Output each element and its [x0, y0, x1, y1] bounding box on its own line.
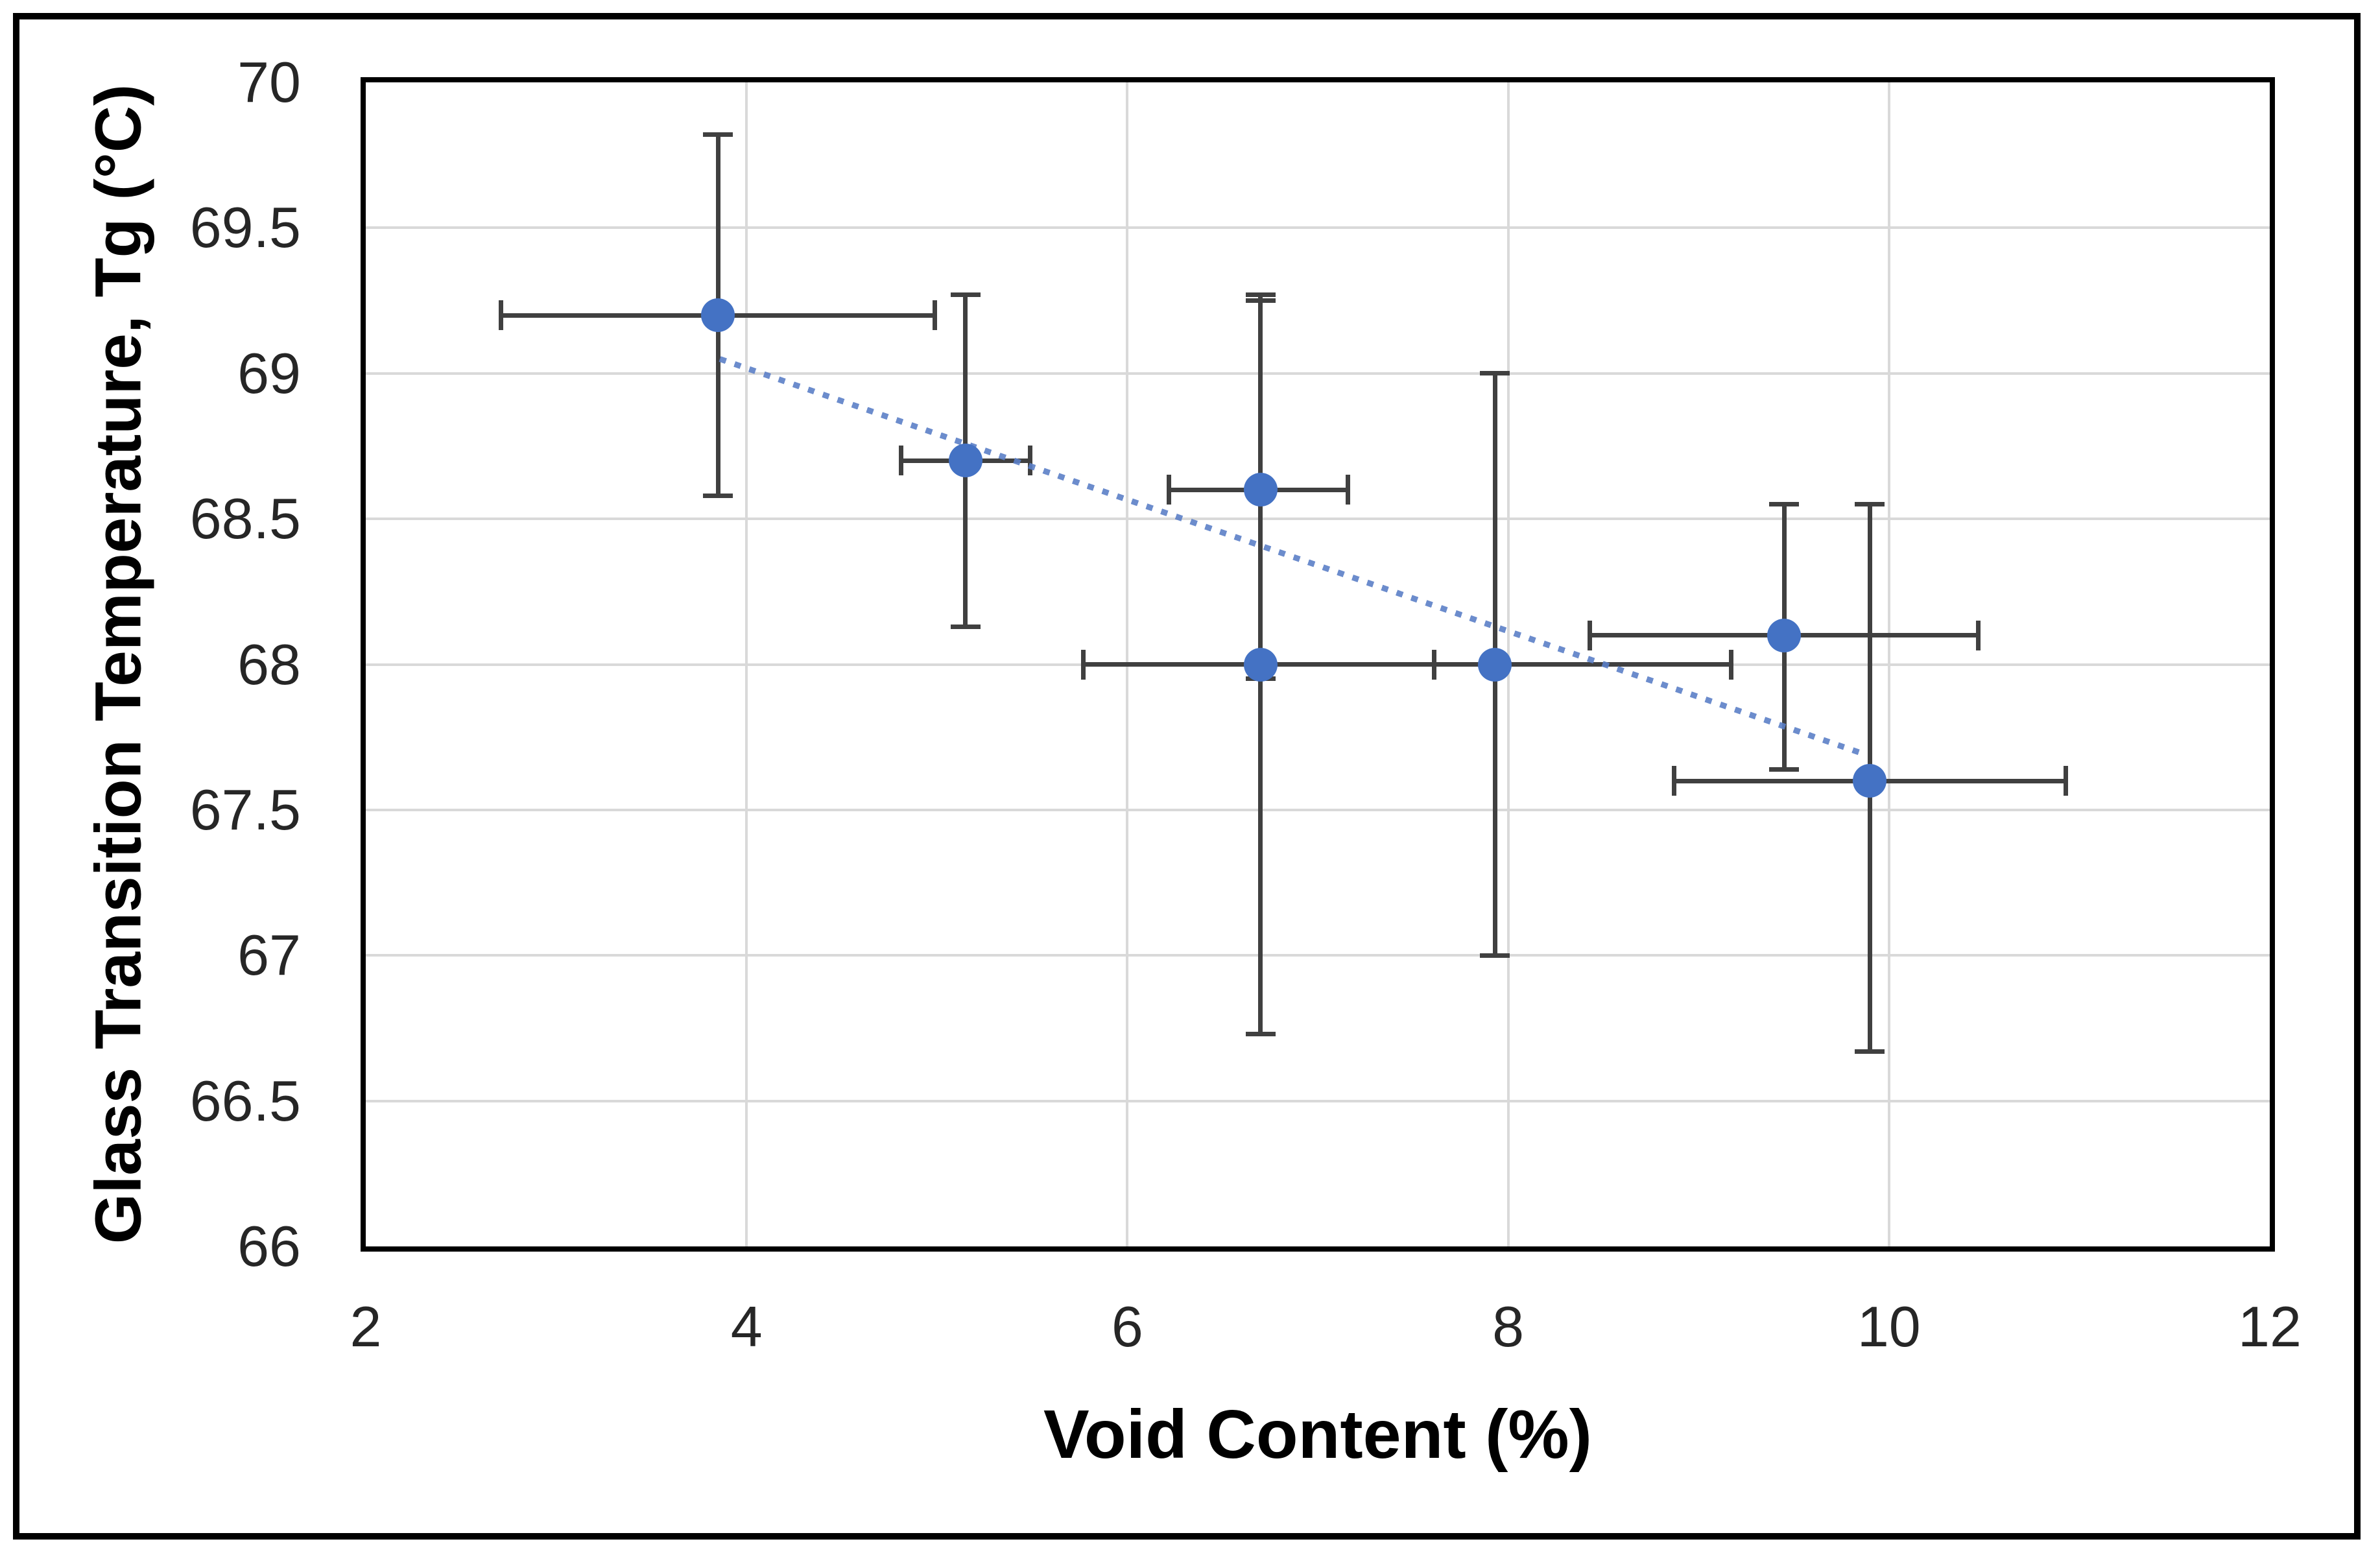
error-bar-cap [898, 446, 903, 476]
h-gridline [366, 954, 2270, 957]
y-tick-label: 68.5 [189, 486, 301, 551]
y-tick-label: 66 [237, 1214, 301, 1278]
error-bar-cap [1855, 502, 1885, 507]
error-bar-cap [703, 132, 733, 137]
y-axis-title: Glass Transition Temperature, Tg (°C) [82, 84, 155, 1244]
y-tick-label: 70 [237, 50, 301, 114]
h-gridline [366, 1099, 2270, 1102]
v-gridline [745, 82, 748, 1246]
error-bar-cap [950, 292, 981, 298]
x-axis-title: Void Content (%) [1043, 1396, 1592, 1473]
data-point [1478, 647, 1512, 682]
error-bar-cap [2064, 766, 2069, 796]
x-tick-label: 12 [2238, 1294, 2302, 1359]
h-gridline [366, 518, 2270, 521]
error-bar-cap [1480, 371, 1510, 376]
error-bar-cap [1728, 649, 1733, 680]
h-gridline [366, 372, 2270, 375]
h-gridline [366, 808, 2270, 811]
plot-area [361, 77, 2275, 1252]
x-tick-label: 10 [1857, 1294, 1921, 1359]
figure-frame [13, 13, 2361, 1540]
error-bar-cap [1976, 620, 1981, 650]
data-point [1767, 618, 1802, 652]
error-bar-cap [933, 300, 938, 330]
y-tick-label: 67 [237, 923, 301, 988]
error-bar-cap [1480, 953, 1510, 958]
error-bar-cap [1588, 620, 1593, 650]
error-bar-cap [1346, 475, 1351, 505]
y-tick-label: 67.5 [189, 777, 301, 842]
data-point [1853, 764, 1887, 798]
error-bar-cap [703, 493, 733, 498]
y-tick-label: 68 [237, 632, 301, 696]
data-point [1243, 647, 1278, 682]
error-bar-cap [1028, 446, 1033, 476]
error-bar-cap [1671, 766, 1676, 796]
y-tick-label: 69 [237, 340, 301, 405]
data-point [701, 298, 735, 332]
y-tick-label: 66.5 [189, 1068, 301, 1133]
error-bar-cap [1855, 1049, 1885, 1054]
v-gridline [1887, 82, 1890, 1246]
data-point [948, 444, 982, 478]
error-bar-cap [498, 300, 503, 330]
x-tick-label: 4 [730, 1294, 763, 1359]
error-bar-cap [1081, 649, 1086, 680]
error-bar-cap [950, 624, 981, 629]
data-point [1243, 473, 1278, 507]
x-tick-label: 2 [350, 1294, 382, 1359]
error-bar-cap [1245, 1031, 1276, 1036]
error-bar-cap [1769, 767, 1800, 772]
error-bar-cap [1167, 475, 1172, 505]
error-bar-cap [1245, 292, 1276, 298]
x-tick-label: 8 [1492, 1294, 1525, 1359]
error-bar-x [1434, 662, 1731, 667]
y-tick-label: 69.5 [189, 195, 301, 260]
h-gridline [366, 226, 2270, 230]
error-bar-cap [1769, 502, 1800, 507]
x-tick-label: 6 [1111, 1294, 1143, 1359]
error-bar-cap [1431, 649, 1436, 680]
